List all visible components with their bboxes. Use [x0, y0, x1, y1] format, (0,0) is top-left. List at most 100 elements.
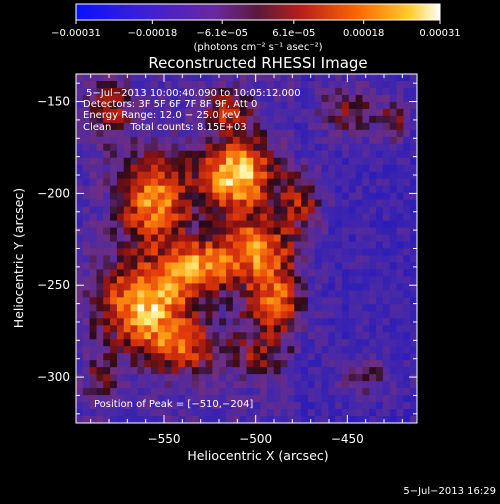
heatmap-cell [355, 234, 363, 242]
heatmap-cell [410, 402, 417, 410]
heatmap-cell [294, 164, 302, 173]
heatmap-cell [362, 374, 370, 382]
heatmap-cell [226, 346, 234, 354]
heatmap-cell [219, 416, 227, 423]
heatmap-cell [314, 220, 322, 228]
heatmap-cell [157, 346, 166, 354]
heatmap-cell [232, 318, 241, 326]
heatmap-cell [321, 381, 329, 389]
heatmap-cell [110, 248, 118, 256]
heatmap-cell [294, 332, 302, 340]
heatmap-cell [321, 283, 329, 291]
heatmap-cell [239, 143, 247, 152]
heatmap-cell [328, 304, 336, 312]
heatmap-cell [253, 122, 261, 131]
heatmap-cell [96, 409, 104, 417]
heatmap-cell [185, 360, 193, 368]
heatmap-cell [185, 129, 193, 138]
heatmap-cell [82, 136, 91, 145]
heatmap-cell [103, 304, 111, 312]
heatmap-cell [103, 416, 111, 423]
heatmap-cell [280, 227, 288, 235]
heatmap-cell [376, 276, 384, 284]
heatmap-cell [294, 213, 302, 221]
heatmap-cell [294, 325, 302, 333]
heatmap-cell [389, 192, 397, 201]
heatmap-cell [130, 374, 138, 382]
heatmap-cell [226, 227, 234, 235]
heatmap-cell [382, 199, 391, 208]
heatmap-cell [307, 199, 316, 208]
heatmap-cell [198, 87, 206, 96]
heatmap-cell [307, 325, 316, 333]
heatmap-cell [123, 353, 131, 361]
heatmap-cell [164, 150, 172, 159]
heatmap-cell [321, 318, 329, 326]
heatmap-cell [137, 74, 145, 82]
heatmap-cell [164, 339, 172, 347]
heatmap-cell [137, 157, 145, 166]
heatmap-cell [301, 150, 309, 159]
heatmap-cell [212, 171, 220, 180]
heatmap-cell [82, 87, 91, 96]
heatmap-cell [144, 101, 152, 110]
heatmap-cell [89, 234, 97, 242]
heatmap-cell [89, 74, 97, 82]
heatmap-cell [130, 339, 138, 347]
heatmap-cell [82, 255, 91, 263]
heatmap-cell [205, 192, 213, 201]
heatmap-cell [382, 157, 391, 166]
heatmap-cell [116, 248, 125, 256]
heatmap-cell [253, 388, 261, 396]
heatmap-cell [123, 150, 131, 159]
heatmap-cell [110, 178, 118, 187]
heatmap-cell [76, 262, 84, 270]
heatmap-cell [151, 409, 159, 417]
heatmap-cell [219, 241, 227, 249]
heatmap-cell [123, 227, 131, 235]
heatmap-cell [116, 227, 125, 235]
heatmap-cell [110, 367, 118, 375]
heatmap-cell [157, 164, 166, 173]
heatmap-cell [130, 101, 138, 110]
heatmap-cell [185, 87, 193, 96]
heatmap-cell [171, 80, 179, 89]
heatmap-cell [157, 339, 166, 347]
heatmap-cell [76, 360, 84, 368]
heatmap-cell [307, 178, 316, 187]
heatmap-cell [321, 101, 329, 110]
heatmap-cell [103, 269, 111, 277]
heatmap-cell [130, 269, 138, 277]
heatmap-cell [294, 276, 302, 284]
heatmap-cell [89, 311, 97, 319]
heatmap-cell [273, 297, 281, 305]
heatmap-cell [335, 269, 343, 277]
heatmap-cell [144, 164, 152, 173]
heatmap-cell [266, 304, 275, 312]
heatmap-cell [389, 164, 397, 173]
heatmap-cell [253, 367, 261, 375]
heatmap-cell [280, 332, 288, 340]
heatmap-cell [294, 388, 302, 396]
heatmap-cell [226, 297, 234, 305]
heatmap-cell [369, 346, 377, 354]
heatmap-cell [232, 297, 241, 305]
heatmap-cell [239, 185, 247, 194]
heatmap-cell [294, 94, 302, 103]
heatmap-cell [130, 360, 138, 368]
heatmap-cell [389, 115, 397, 124]
heatmap-cell [123, 171, 131, 180]
heatmap-cell [232, 213, 241, 221]
heatmap-cell [253, 192, 261, 201]
heatmap-cell [103, 339, 111, 347]
heatmap-cell [403, 276, 411, 284]
heatmap-cell [219, 74, 227, 82]
heatmap-cell [341, 304, 350, 312]
heatmap-cell [212, 206, 220, 214]
heatmap-cell [273, 367, 281, 375]
heatmap-cell [376, 213, 384, 221]
heatmap-cell [157, 255, 166, 263]
heatmap-cell [246, 276, 254, 284]
heatmap-cell [266, 395, 275, 403]
heatmap-cell [301, 213, 309, 221]
